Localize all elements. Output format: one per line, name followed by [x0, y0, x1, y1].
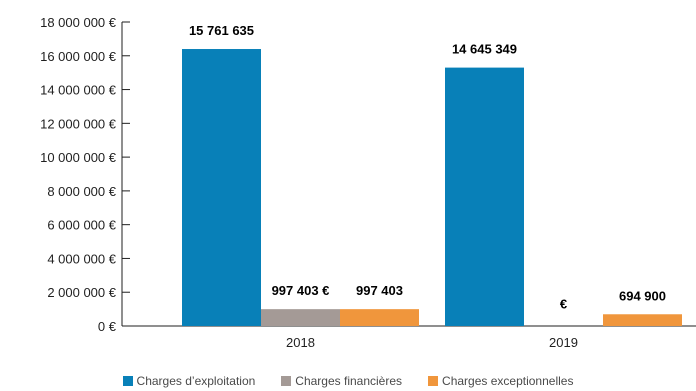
data-label: 15 761 635 — [189, 23, 254, 38]
bar — [340, 309, 419, 326]
bar — [261, 309, 340, 326]
y-tick-label: 16 000 000 € — [40, 49, 117, 64]
legend: Charges d’exploitation Charges financièr… — [0, 374, 696, 388]
legend-label-financieres: Charges financières — [295, 374, 403, 388]
bars — [182, 49, 682, 327]
y-tick-label: 4 000 000 € — [47, 251, 116, 266]
legend-swatch-exploitation — [122, 376, 133, 386]
legend-item-exceptionnelles: Charges exceptionnelles — [428, 374, 573, 388]
y-tick-label: 8 000 000 € — [47, 184, 116, 199]
y-tick-label: 10 000 000 € — [40, 150, 117, 165]
y-axis: 0 € 2 000 000 € 4 000 000 € 6 000 000 € 8 00… — [40, 15, 130, 334]
y-tick-label: 18 000 000 € — [40, 15, 117, 30]
y-tick-label: 6 000 000 € — [47, 218, 116, 233]
legend-swatch-exceptionnelles — [428, 376, 439, 386]
data-labels: 15 761 635 14 645 349 997 403 € €997 403 694… — [189, 23, 666, 311]
data-label: € — [560, 296, 567, 311]
x-category-label: 2018 — [286, 335, 315, 350]
legend-item-exploitation: Charges d’exploitation — [122, 374, 256, 388]
legend-swatch-financieres — [281, 376, 292, 386]
legend-item-financieres: Charges financières — [281, 374, 402, 388]
x-category-label: 2019 — [549, 335, 578, 350]
data-label: 14 645 349 — [452, 42, 517, 57]
y-tick-label: 12 000 000 € — [40, 116, 117, 131]
data-label: 997 403 € — [272, 283, 330, 298]
y-tick-label: 0 € — [98, 319, 117, 334]
legend-label-exploitation: Charges d’exploitation — [136, 374, 256, 388]
y-tick-label: 14 000 000 € — [40, 83, 117, 98]
y-tick-label: 2 000 000 € — [47, 285, 116, 300]
bar-chart: 0 € 2 000 000 € 4 000 000 € 6 000 000 € 8 00… — [40, 15, 696, 350]
legend-label-exceptionnelles: Charges exceptionnelles — [442, 374, 574, 388]
bar — [182, 49, 261, 327]
x-axis: 2018 2019 — [122, 325, 696, 350]
data-label: 997 403 — [356, 283, 403, 298]
bar — [445, 67, 524, 326]
data-label: 694 900 — [619, 288, 666, 303]
bar — [603, 314, 682, 326]
